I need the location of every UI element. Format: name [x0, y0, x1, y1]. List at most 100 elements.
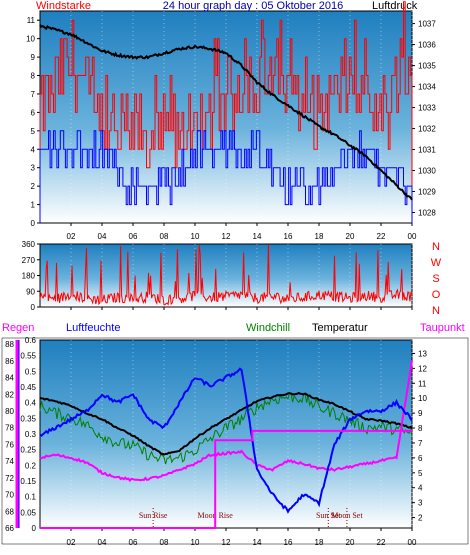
direction-letter: W — [431, 257, 442, 269]
humidity-tick-label: 66 — [5, 524, 14, 533]
rain-tick-label: 0.45 — [20, 383, 36, 392]
panel3-xtick-label: 06 — [129, 538, 138, 547]
windspeed-tick-label: 6 — [31, 108, 36, 117]
panel3-xtick-label: 08 — [160, 538, 169, 547]
panel1-xtick-label: 20 — [346, 232, 355, 241]
rain-tick-label: 0.55 — [20, 352, 36, 361]
temperature-label: Temperatur — [312, 322, 368, 334]
rain-tick-label: 0.2 — [25, 461, 37, 470]
windspeed-tick-label: 4 — [31, 145, 36, 154]
temperature-tick-label: 8 — [418, 424, 423, 433]
humidity-tick-label: 82 — [5, 390, 14, 399]
windspeed-tick-label: 9 — [31, 53, 36, 62]
humidity-tick-label: 72 — [5, 474, 14, 483]
windspeed-tick-label: 3 — [31, 164, 36, 173]
pressure-tick-label: 1030 — [418, 167, 436, 176]
pressure-tick-label: 1035 — [418, 62, 436, 71]
panel3-xtick-label: 14 — [253, 538, 262, 547]
windchill-label: Windchill — [246, 322, 290, 334]
event-label: Sun Rise — [139, 511, 168, 520]
dewpoint-label: Taupunkt — [420, 322, 465, 334]
direction-tick-label: 90 — [26, 287, 35, 296]
temperature-tick-label: 13 — [418, 349, 427, 358]
rain-tick-label: 0.6 — [25, 336, 37, 345]
panel1-title: 24 hour graph day : 05 Oktober 2016 — [163, 0, 343, 12]
windspeed-tick-label: 11 — [27, 16, 36, 25]
rain-tick-label: 0.05 — [20, 508, 36, 517]
temperature-series — [39, 391, 413, 456]
pressure-tick-label: 1033 — [418, 104, 436, 113]
rain-label: Regen — [2, 322, 34, 334]
panel3-frame — [1, 337, 469, 545]
humidity-label: Luftfeuchte — [66, 322, 120, 334]
wind-average-series — [39, 130, 413, 223]
panel1-xtick-label: 18 — [315, 232, 324, 241]
windspeed-tick-label: 5 — [31, 127, 36, 136]
panel1-xtick-label: 14 — [253, 232, 262, 241]
direction-tick-label: 270 — [22, 256, 36, 265]
event-label: Sun Set — [316, 511, 341, 520]
temperature-tick-label: 11 — [418, 379, 427, 388]
panel3-xtick-label: 04 — [98, 538, 107, 547]
windspeed-tick-label: 2 — [31, 182, 36, 191]
windspeed-tick-label: 1 — [31, 201, 36, 210]
panel3-xtick-label: 12 — [222, 538, 231, 547]
temperature-tick-label: 10 — [418, 394, 427, 403]
direction-tick-label: 180 — [22, 272, 36, 281]
direction-letter: N — [432, 305, 440, 317]
direction-tick-label: 360 — [22, 240, 36, 249]
rain-tick-label: 0.3 — [25, 430, 37, 439]
humidity-tick-label: 88 — [5, 340, 14, 349]
temperature-tick-label: 3 — [418, 499, 423, 508]
direction-letter: N — [432, 241, 440, 253]
pressure-tick-label: 1034 — [418, 83, 436, 92]
rain-tick-label: 0.5 — [25, 367, 37, 376]
pressure-series — [39, 24, 413, 201]
direction-letter: S — [432, 273, 439, 285]
humidity-series — [39, 367, 413, 514]
humidity-tick-label: 68 — [5, 507, 14, 516]
pressure-tick-label: 1037 — [418, 20, 436, 29]
temperature-tick-label: 5 — [418, 469, 423, 478]
humidity-tick-label: 84 — [5, 374, 14, 383]
rain-tick-label: 0 — [32, 524, 37, 533]
chart-marks: 0123456789101110281029103010311032103310… — [1, 1, 469, 547]
windspeed-tick-label: 0 — [31, 219, 36, 228]
event-label: Moon Set — [331, 511, 363, 520]
wind-gust-series — [39, 1, 413, 223]
pressure-tick-label: 1028 — [418, 209, 436, 218]
rain-tick-label: 0.25 — [20, 446, 36, 455]
direction-tick-label: 0 — [31, 303, 36, 312]
panel1-xtick-label: 12 — [222, 232, 231, 241]
panel3-xtick-label: 02 — [67, 538, 76, 547]
panel1-xtick-label: 22 — [377, 232, 386, 241]
panel3-xtick-label: 20 — [346, 538, 355, 547]
panel1-xtick-label: 10 — [191, 232, 200, 241]
panel1-left-label: Windstarke — [36, 0, 91, 12]
pressure-tick-label: 1032 — [418, 125, 436, 134]
panel1-xtick-label: 06 — [129, 232, 138, 241]
rain-tick-label: 0.15 — [20, 477, 36, 486]
panel1-xtick-label: 08 — [160, 232, 169, 241]
windspeed-tick-label: 7 — [31, 90, 36, 99]
temperature-tick-label: 2 — [418, 514, 423, 523]
panel1-xtick-label: 02 — [67, 232, 76, 241]
humidity-tick-label: 74 — [5, 457, 14, 466]
temperature-tick-label: 12 — [418, 364, 427, 373]
rain-tick-label: 0.4 — [25, 399, 37, 408]
temperature-tick-label: 9 — [418, 409, 423, 418]
windspeed-tick-label: 8 — [31, 72, 36, 81]
dewpoint-series — [39, 359, 413, 483]
panel3-xtick-label: 10 — [191, 538, 200, 547]
windspeed-tick-label: 10 — [26, 35, 35, 44]
panel3-xtick-label: 16 — [284, 538, 293, 547]
humidity-tick-label: 80 — [5, 407, 14, 416]
panel1-right-label: Luftdruck — [372, 0, 418, 12]
direction-letter: O — [432, 289, 441, 301]
wind-direction-series — [39, 244, 413, 306]
pressure-tick-label: 1036 — [418, 41, 436, 50]
panel1-xtick-label: 16 — [284, 232, 293, 241]
